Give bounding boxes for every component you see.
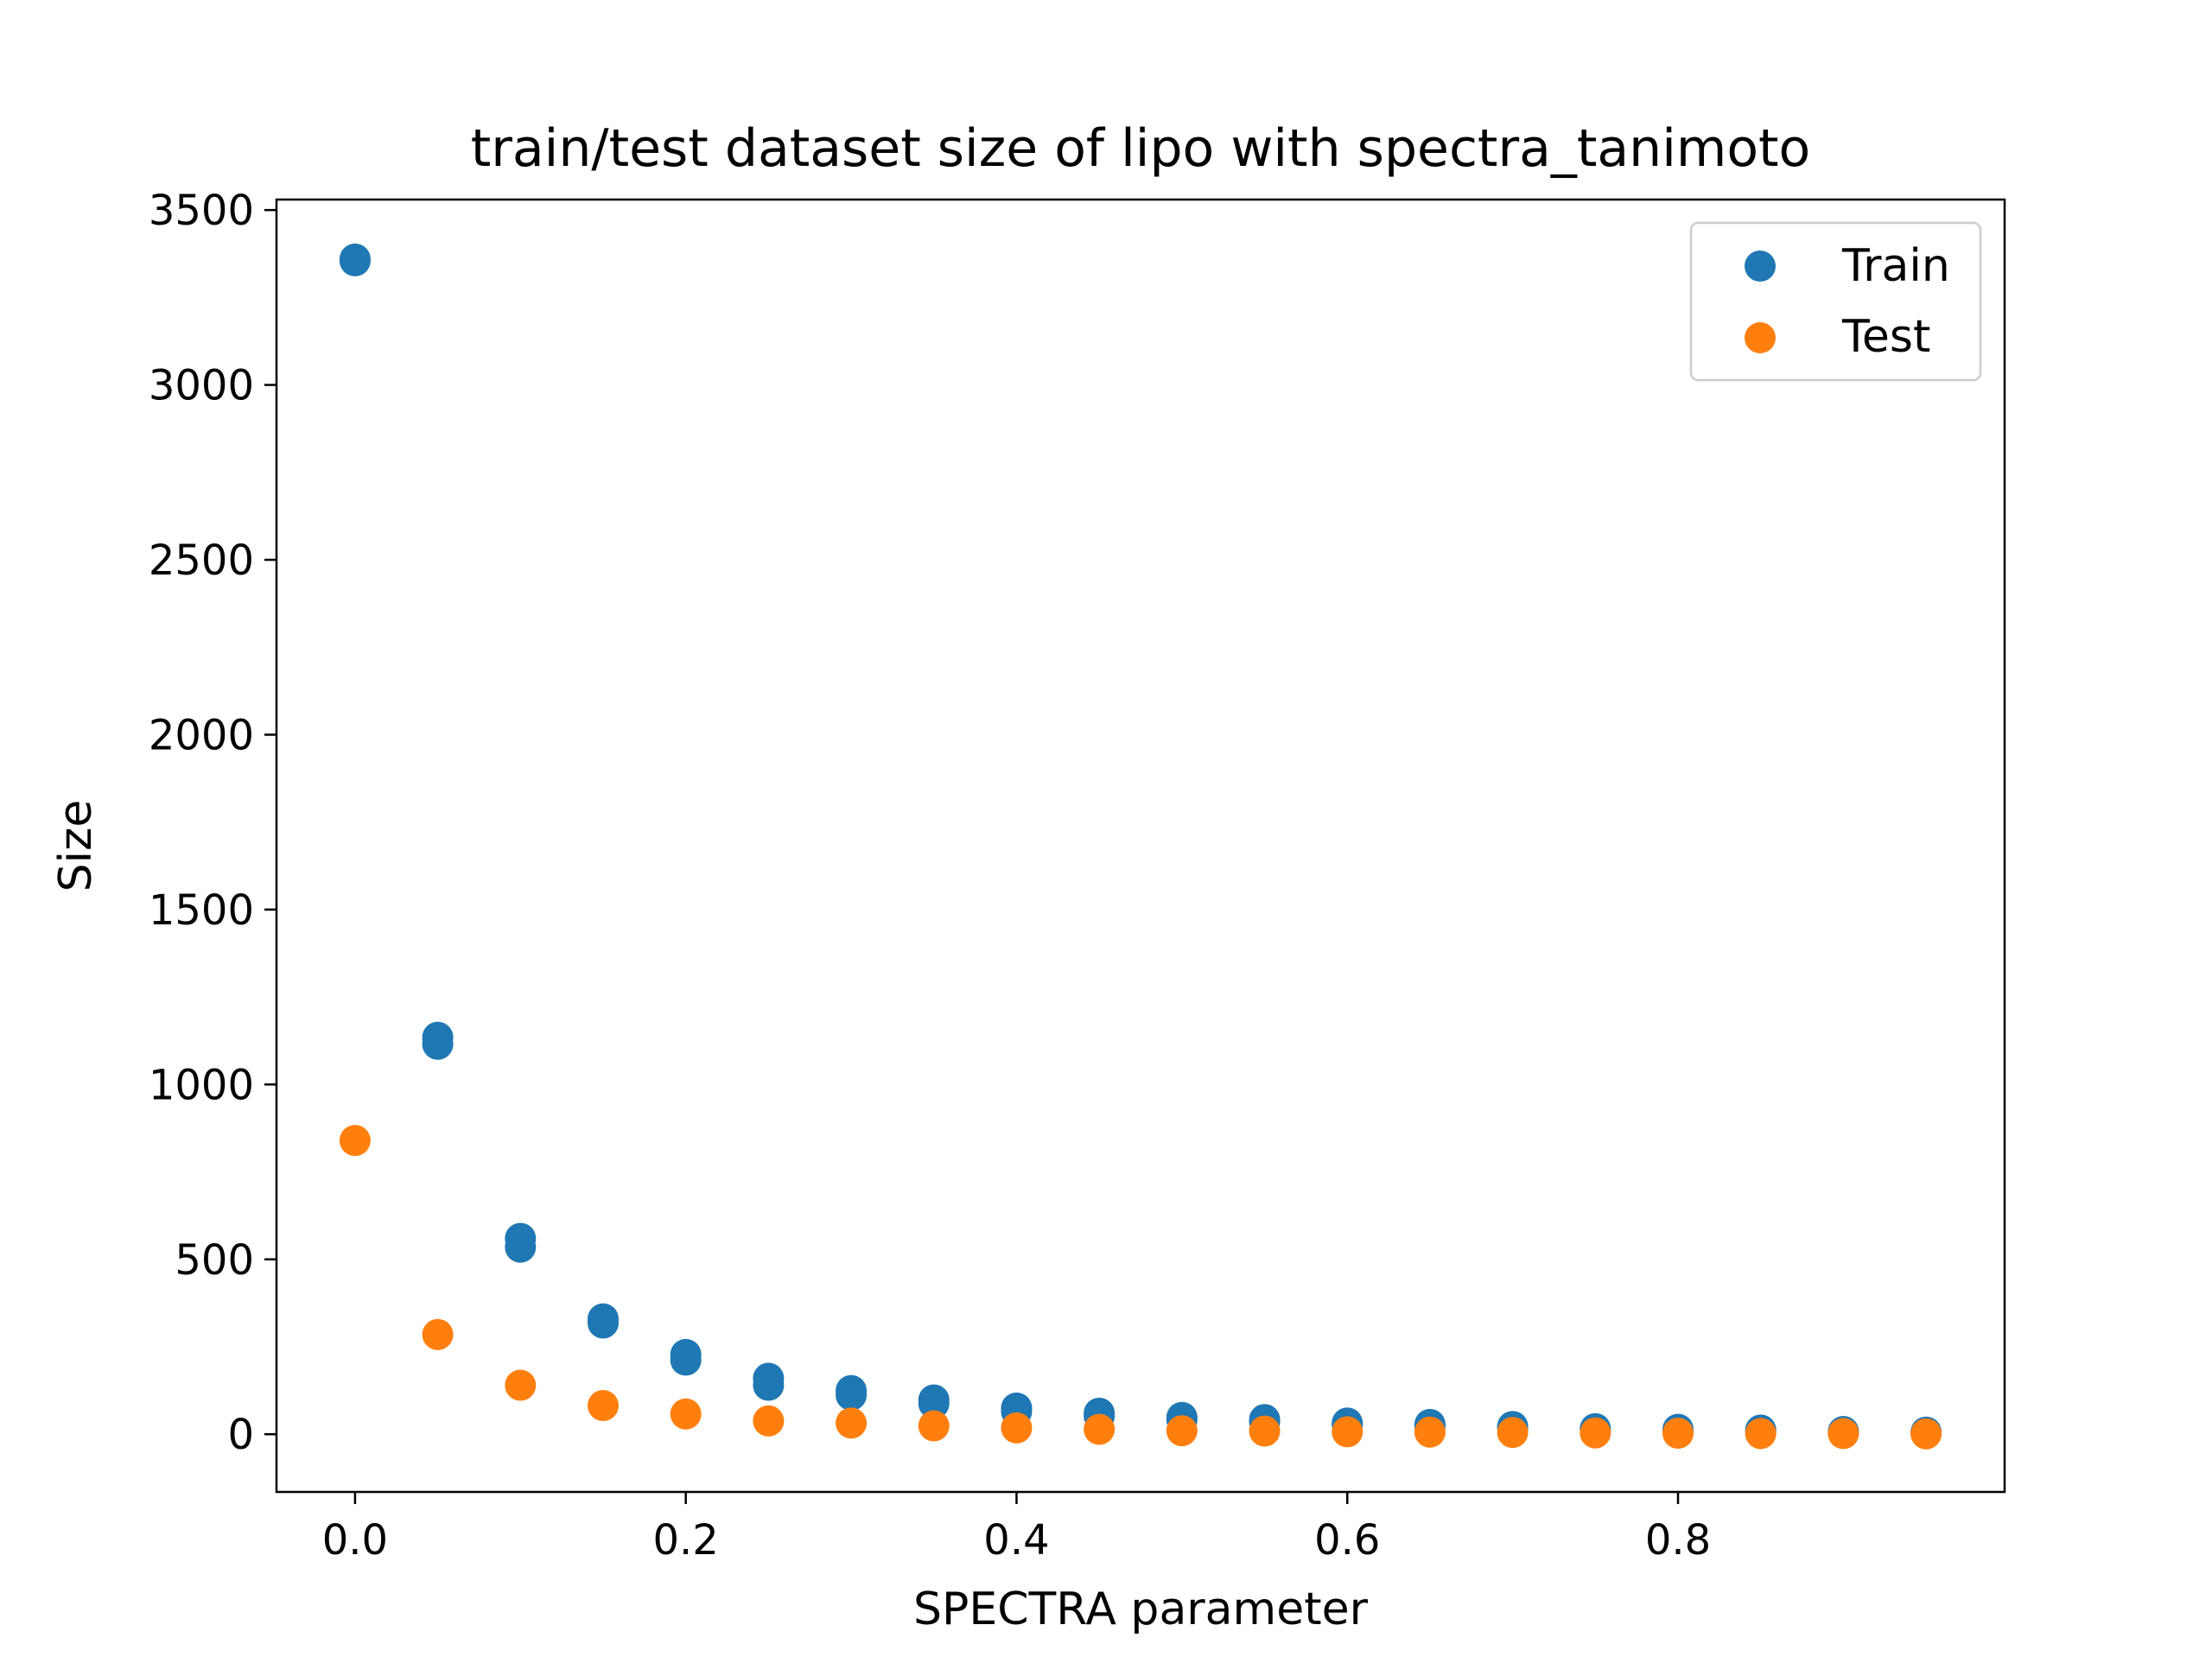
x-tick-label: 0.8 [1645, 1516, 1711, 1565]
x-tick-label: 0.0 [322, 1516, 388, 1565]
legend-label-test: Test [1841, 311, 1930, 363]
data-point-test [422, 1318, 454, 1350]
data-point-train [753, 1369, 785, 1401]
series-test [339, 1125, 1942, 1450]
data-point-test [918, 1410, 950, 1442]
data-point-test [1745, 1418, 1777, 1450]
data-point-test [1332, 1416, 1363, 1448]
data-point-test [1662, 1417, 1694, 1449]
y-tick-label: 500 [175, 1236, 254, 1285]
data-point-test [670, 1398, 702, 1430]
y-tick-label: 0 [227, 1411, 254, 1459]
data-point-test [1249, 1415, 1281, 1447]
data-point-test [1414, 1416, 1446, 1448]
x-tick-label: 0.2 [653, 1516, 719, 1565]
data-point-test [1580, 1417, 1611, 1449]
x-tick-label: 0.4 [983, 1516, 1049, 1565]
y-tick-label: 3000 [149, 362, 254, 410]
data-point-test [1827, 1418, 1859, 1450]
data-point-test [505, 1369, 537, 1401]
y-axis-label: Size [50, 800, 102, 892]
data-point-train [339, 244, 371, 276]
y-tick-label: 2500 [149, 536, 254, 585]
data-point-test [1084, 1413, 1116, 1445]
data-point-train [422, 1028, 454, 1060]
data-point-train [505, 1231, 537, 1263]
y-tick-label: 1500 [149, 886, 254, 935]
legend-marker-train [1745, 251, 1776, 282]
data-point-train [836, 1379, 868, 1411]
legend-label-train: Train [1841, 240, 1950, 292]
legend-marker-test [1745, 322, 1776, 353]
y-tick-label: 2000 [149, 711, 254, 759]
x-axis-label: SPECTRA parameter [913, 1584, 1369, 1635]
y-tick-label: 3500 [149, 187, 254, 235]
y-tick-label: 1000 [149, 1061, 254, 1109]
data-point-test [1001, 1412, 1033, 1444]
chart-title: train/test dataset size of lipo with spe… [471, 118, 1811, 179]
plot-frame [275, 198, 2006, 1494]
data-point-test [339, 1125, 371, 1157]
data-point-test [753, 1405, 785, 1437]
data-point-test [1166, 1415, 1198, 1447]
x-tick-label: 0.6 [1314, 1516, 1380, 1565]
data-point-test [836, 1407, 868, 1439]
data-point-test [1910, 1418, 1942, 1450]
data-point-train [587, 1307, 619, 1339]
x-axis: 0.0 0.2 0.4 0.6 0.8 [322, 1492, 1711, 1565]
data-point-test [587, 1389, 619, 1421]
data-point-train [918, 1387, 950, 1419]
plot-area [339, 243, 1942, 1450]
legend: Train Test [1689, 221, 1982, 382]
y-axis: 0 500 1000 1500 2000 2500 3000 3500 [149, 187, 276, 1459]
data-point-test [1497, 1417, 1529, 1449]
data-point-train [670, 1344, 702, 1376]
